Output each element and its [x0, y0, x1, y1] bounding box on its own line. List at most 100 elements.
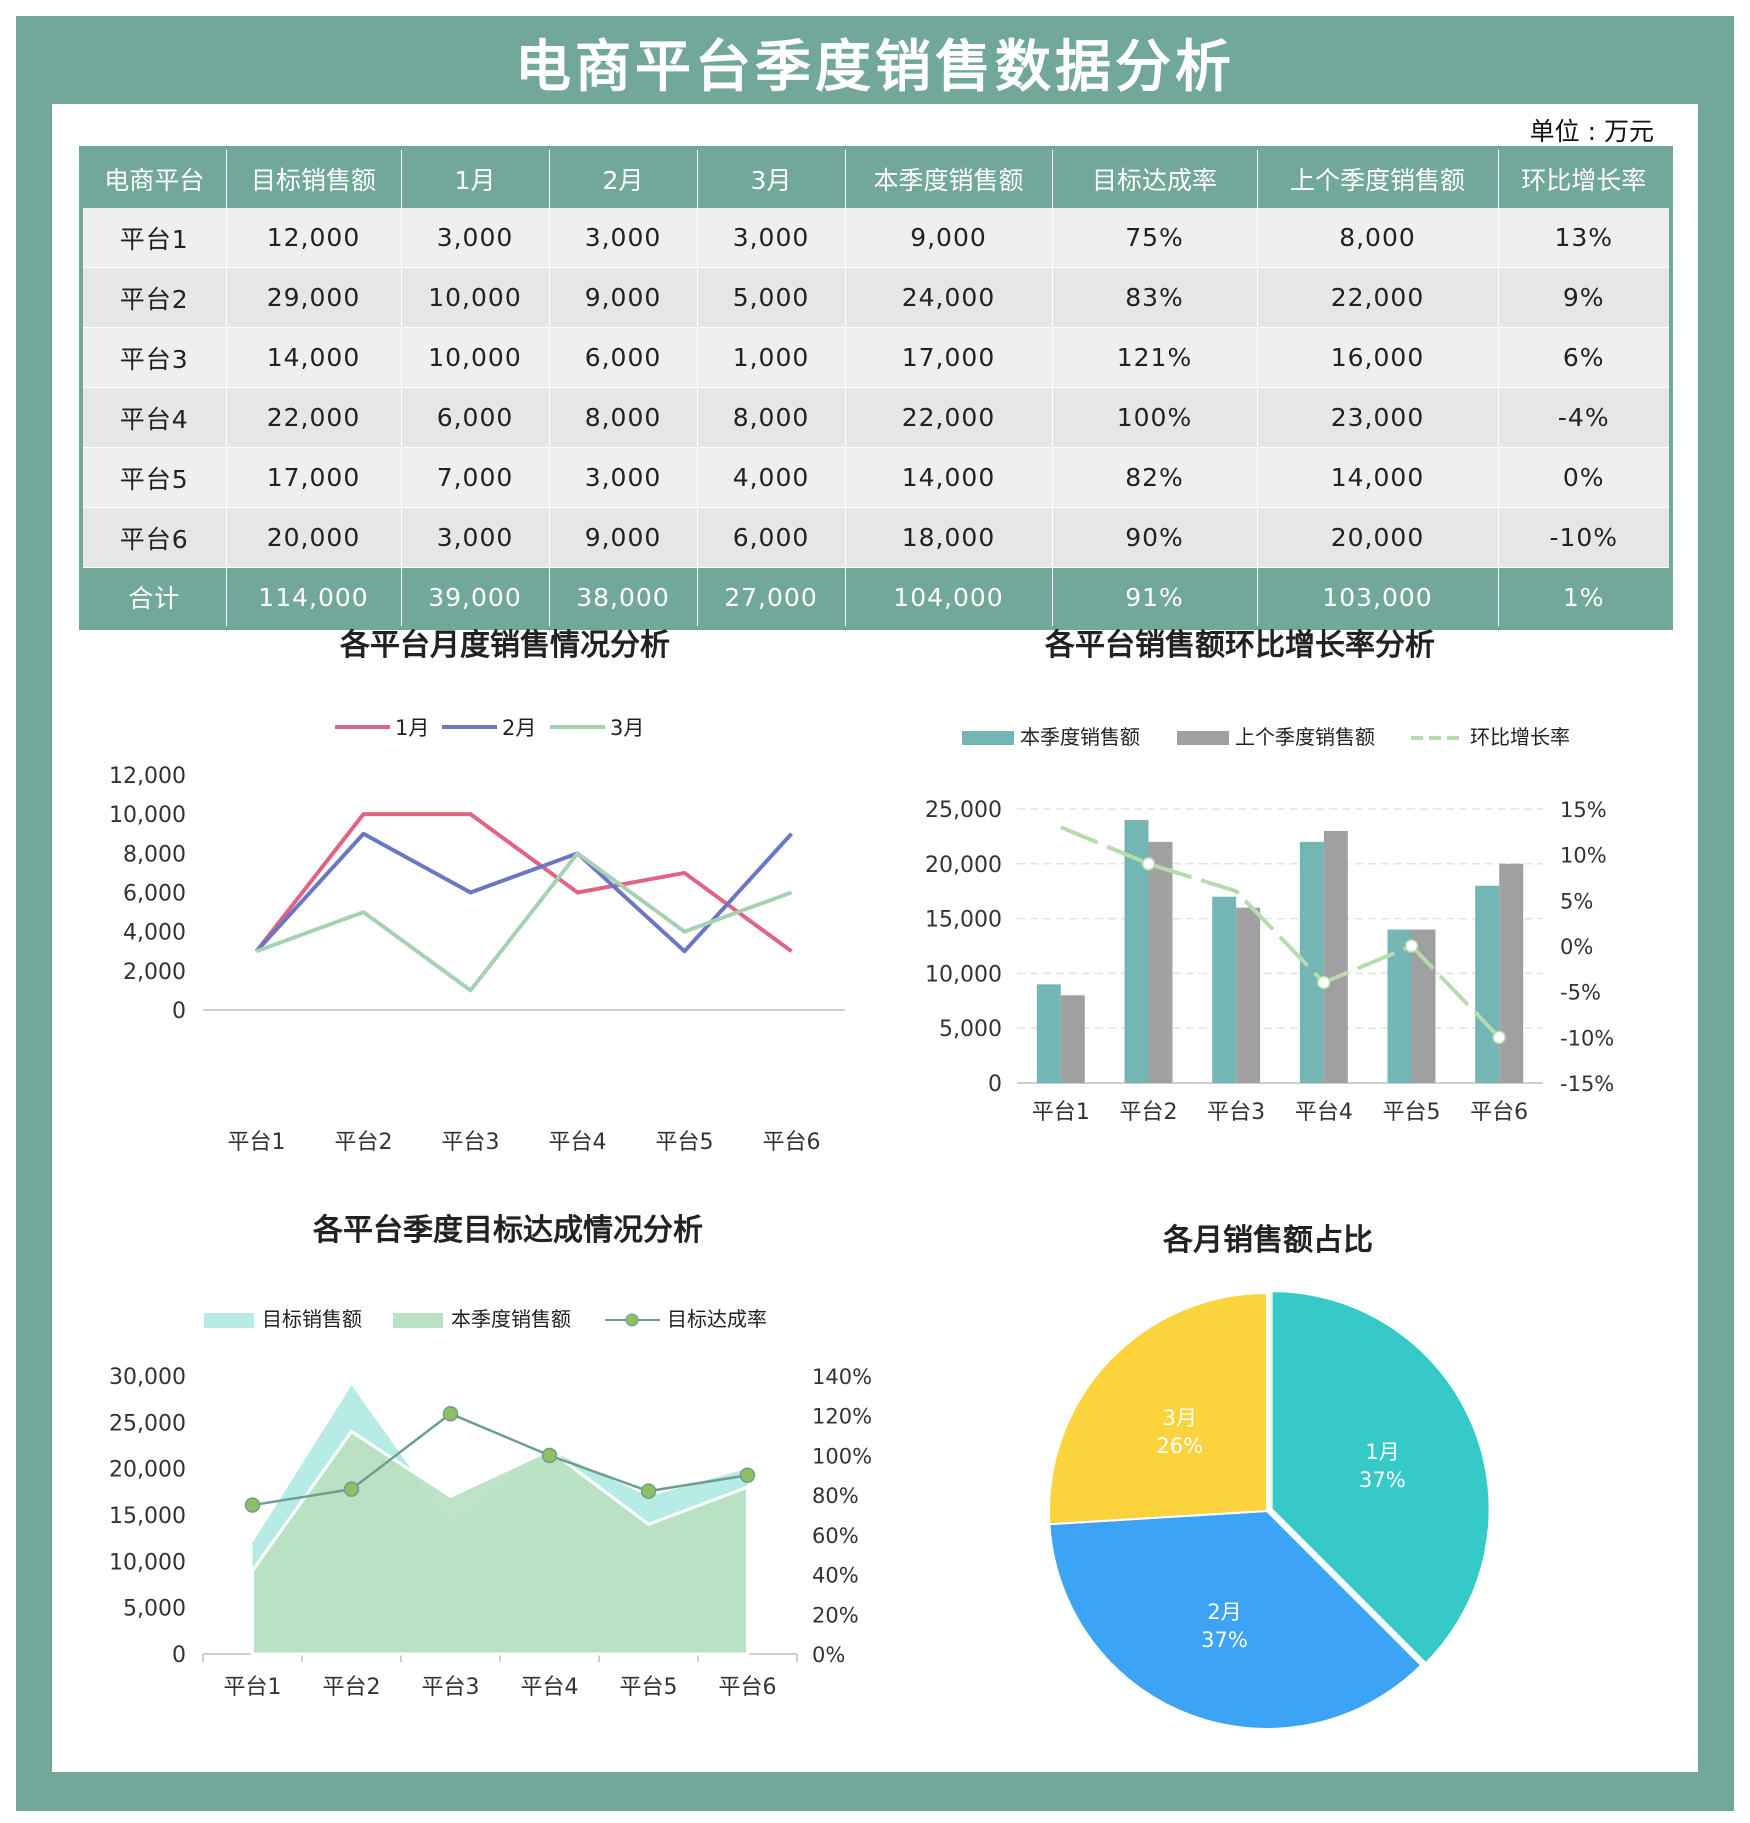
header-jan: 1月	[401, 148, 550, 208]
table-cell: 7,000	[401, 447, 550, 508]
table-cell: 3,000	[401, 507, 550, 568]
x-tick-label: 平台4	[521, 1675, 579, 1700]
y2-tick-label: 140%	[812, 1365, 872, 1389]
pie-percent-label: 37%	[1359, 1468, 1406, 1492]
achievement-rate-marker	[442, 1405, 459, 1422]
x-tick-label: 平台4	[549, 1130, 607, 1155]
y-tick-label: 6,000	[123, 882, 186, 907]
table-cell: 23,000	[1257, 387, 1499, 448]
legend-label: 目标达成率	[667, 1307, 767, 1331]
table-cell: 24,000	[845, 267, 1053, 328]
y-tick-label: 15,000	[925, 908, 1002, 933]
table-cell: 9%	[1498, 267, 1672, 328]
pie-slice-1	[1270, 1290, 1491, 1665]
page-title: 电商平台季度销售数据分析	[515, 35, 1235, 100]
table-cell: 8,000	[1257, 208, 1499, 268]
table-row: 平台5 17,000 7,000 3,000 4,000 14,000 82% 14,000 0…	[81, 447, 1672, 508]
table-cell: 82%	[1052, 447, 1258, 508]
area-current-sales	[251, 1429, 749, 1656]
table-cell: 22,000	[845, 387, 1053, 448]
legend-label: 1月	[395, 716, 429, 740]
table-cell: 22,000	[226, 387, 402, 448]
table-cell: 9,000	[549, 507, 698, 568]
bar-previous-quarter	[1148, 841, 1173, 1083]
x-tick-label: 平台3	[442, 1130, 500, 1155]
table-cell: 8,000	[549, 387, 698, 448]
table-cell: 6,000	[697, 507, 846, 568]
table-cell: 10,000	[401, 267, 550, 328]
bar-previous-quarter	[1323, 830, 1348, 1083]
x-tick-label: 平台3	[422, 1675, 480, 1700]
table-cell: 9,000	[845, 208, 1053, 268]
table-cell: 90%	[1052, 507, 1258, 568]
total-cell: 38,000	[549, 567, 698, 629]
y-tick-label: 8,000	[123, 842, 186, 867]
achievement-rate-marker	[541, 1447, 558, 1464]
table-header-row: 电商平台 目标销售额 1月 2月 3月 本季度销售额 目标达成率 上个季度销售额…	[81, 148, 1672, 208]
table-cell: 14,000	[1257, 447, 1499, 508]
y-tick-label: 12,000	[109, 764, 186, 789]
total-cell: 1%	[1498, 567, 1672, 629]
table-cell: 75%	[1052, 208, 1258, 268]
y-tick-label: 2,000	[123, 960, 186, 985]
table-cell: 3,000	[549, 208, 698, 268]
y2-tick-label: 80%	[812, 1484, 859, 1508]
table-cell: 1,000	[697, 327, 846, 388]
table-cell: 3,000	[549, 447, 698, 508]
table-cell: 3,000	[401, 208, 550, 268]
chart-title: 各月销售额占比	[1162, 1223, 1373, 1258]
growth-rate-marker	[1317, 975, 1331, 990]
y-tick-label: 25,000	[925, 798, 1002, 823]
legend-swatch	[393, 1313, 443, 1328]
table-cell: 17,000	[845, 327, 1053, 388]
platform-name-cell: 平台5	[81, 447, 227, 508]
y2-tick-label: 0%	[812, 1643, 845, 1667]
chart-title: 各平台销售额环比增长率分析	[1044, 628, 1435, 663]
legend-label: 2月	[502, 716, 536, 740]
table-cell: 100%	[1052, 387, 1258, 448]
table-cell: 5,000	[697, 267, 846, 328]
legend-swatch	[204, 1313, 254, 1328]
bar-current-quarter	[1036, 984, 1061, 1083]
y2-tick-label: -15%	[1560, 1072, 1614, 1096]
y-tick-label: 15,000	[109, 1504, 186, 1529]
table-row: 平台3 14,000 10,000 6,000 1,000 17,000 121% 16,00…	[81, 327, 1672, 388]
growth-bar-chart: 各平台销售额环比增长率分析 本季度销售额 上个季度销售额 环比增长率 0 5,000 1…	[925, 628, 1614, 1125]
table-cell: 22,000	[1257, 267, 1499, 328]
y-tick-label: 30,000	[109, 1365, 186, 1390]
x-tick-label: 平台3	[1207, 1100, 1265, 1125]
table-row: 平台2 29,000 10,000 9,000 5,000 24,000 83% 22,000…	[81, 267, 1672, 328]
platform-name-cell: 平台3	[81, 327, 227, 388]
table-cell: 9,000	[549, 267, 698, 328]
y-tick-label: 20,000	[109, 1458, 186, 1483]
y2-tick-label: 120%	[812, 1405, 872, 1429]
y2-tick-label: 100%	[812, 1444, 872, 1468]
header-achievement-rate: 目标达成率	[1052, 148, 1258, 208]
x-tick-label: 平台5	[656, 1130, 714, 1155]
total-cell: 114,000	[226, 567, 402, 629]
sales-table: 电商平台 目标销售额 1月 2月 3月 本季度销售额 目标达成率 上个季度销售额…	[79, 146, 1673, 630]
bar-current-quarter	[1212, 896, 1237, 1083]
growth-rate-marker	[1492, 1030, 1506, 1045]
x-tick-label: 平台6	[763, 1130, 821, 1155]
legend-label: 上个季度销售额	[1235, 725, 1375, 749]
bar-previous-quarter	[1411, 929, 1436, 1083]
bar-current-quarter	[1475, 885, 1500, 1083]
header-feb: 2月	[549, 148, 698, 208]
pie-slice-3	[1048, 1291, 1268, 1526]
achievement-rate-marker	[244, 1497, 261, 1513]
platform-name-cell: 平台2	[81, 267, 227, 328]
monthly-share-pie-chart: 各月销售额占比 1月 37% 2月 37% 3月 26%	[1048, 1223, 1491, 1730]
monthly-sales-line-chart: 各平台月度销售情况分析 1月 2月 3月 0 2,000 4,000 6,000 8,000…	[109, 628, 845, 1155]
chart-title: 各平台季度目标达成情况分析	[312, 1213, 703, 1248]
bar-previous-quarter	[1236, 907, 1261, 1083]
table-cell: 16,000	[1257, 327, 1499, 388]
table-cell: 3,000	[697, 208, 846, 268]
x-tick-label: 平台4	[1295, 1100, 1353, 1125]
y-tick-label: 10,000	[109, 1550, 186, 1575]
y2-tick-label: 10%	[1560, 844, 1607, 868]
series-line-3	[255, 851, 793, 993]
x-tick-label: 平台2	[1120, 1100, 1178, 1125]
table-row: 平台1 12,000 3,000 3,000 3,000 9,000 75% 8,000 13%	[81, 208, 1672, 268]
platform-name-cell: 平台4	[81, 387, 227, 448]
